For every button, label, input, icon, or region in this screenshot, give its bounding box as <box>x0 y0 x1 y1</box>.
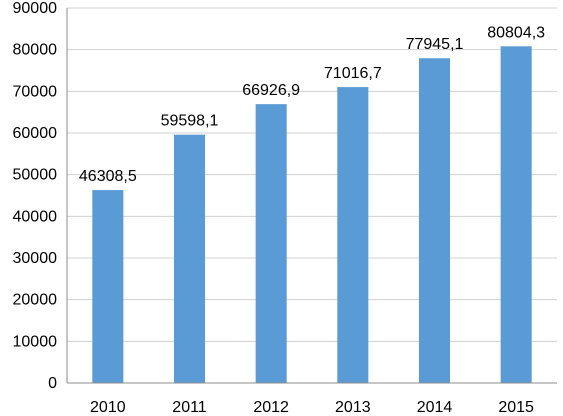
y-tick-label: 30000 <box>13 250 58 267</box>
y-tick-label: 70000 <box>13 83 58 100</box>
data-label-2010: 46308,5 <box>79 168 137 185</box>
y-tick-label: 60000 <box>13 125 58 142</box>
bar-2012 <box>255 104 287 384</box>
y-tick-label: 40000 <box>13 208 58 225</box>
x-tick-label: 2014 <box>417 399 453 416</box>
y-tick-label: 80000 <box>13 42 58 59</box>
data-label-2015: 80804,3 <box>487 24 545 41</box>
y-tick-label: 90000 <box>13 0 58 17</box>
gridlines <box>67 7 557 342</box>
data-label-2012: 66926,9 <box>242 82 300 99</box>
bar-2013 <box>337 87 369 384</box>
y-tick-label: 10000 <box>13 333 58 350</box>
x-tick-label: 2013 <box>335 399 371 416</box>
data-label-2011: 59598,1 <box>161 113 219 130</box>
data-label-2014: 77945,1 <box>406 36 464 53</box>
y-axis-tick-labels: 0 10000 20000 30000 40000 50000 60000 70000 8000… <box>13 0 58 392</box>
y-tick-label: 20000 <box>13 292 58 309</box>
x-tick-label: 2012 <box>253 399 289 416</box>
bars <box>92 46 532 384</box>
y-tick-label: 50000 <box>13 167 58 184</box>
bar-2011 <box>173 134 206 383</box>
bar-2010 <box>92 190 124 383</box>
x-axis-tick-labels: 2010 2011 2012 2013 2014 2015 <box>90 399 534 416</box>
y-tick-label: 0 <box>48 375 57 392</box>
x-tick-label: 2011 <box>172 399 207 416</box>
x-tick-label: 2015 <box>498 399 534 416</box>
data-labels: 46308,5 59598,1 66926,9 71016,7 77945,1 80804… <box>79 24 545 185</box>
data-label-2013: 71016,7 <box>324 65 382 82</box>
bar-2015 <box>500 46 532 383</box>
bar-2014 <box>418 58 451 383</box>
x-tick-label: 2010 <box>90 399 126 416</box>
